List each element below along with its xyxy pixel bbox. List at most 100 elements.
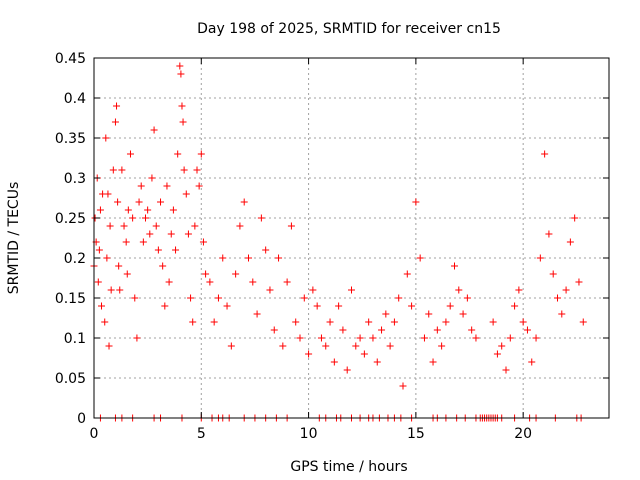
data-point	[105, 342, 113, 350]
data-point	[126, 150, 134, 158]
data-point	[541, 150, 549, 158]
data-point	[98, 302, 106, 310]
data-point	[206, 278, 214, 286]
data-point	[369, 334, 377, 342]
data-point	[558, 310, 566, 318]
data-point	[536, 254, 544, 262]
data-point	[129, 214, 137, 222]
y-tick-label: 0.25	[55, 211, 86, 227]
x-tick-label: 15	[407, 426, 425, 442]
data-point	[322, 342, 330, 350]
data-point	[313, 302, 321, 310]
x-tick-label: 10	[300, 426, 318, 442]
data-point	[283, 278, 291, 286]
data-point	[335, 302, 343, 310]
plot-frame	[93, 57, 610, 419]
data-point	[575, 278, 583, 286]
data-point	[114, 198, 122, 206]
grid-lines	[94, 58, 609, 418]
data-point	[498, 342, 506, 350]
y-tick-label: 0.2	[64, 251, 86, 267]
data-point	[339, 326, 347, 334]
data-point	[468, 326, 476, 334]
data-point	[177, 70, 185, 78]
data-point	[459, 310, 467, 318]
data-point	[115, 262, 123, 270]
data-point	[223, 302, 231, 310]
data-point	[493, 350, 501, 358]
data-point	[111, 118, 119, 126]
x-tick-label: 5	[197, 426, 206, 442]
data-point	[472, 334, 480, 342]
data-point	[101, 318, 109, 326]
data-point	[109, 166, 117, 174]
data-point	[390, 318, 398, 326]
data-point	[227, 342, 235, 350]
data-point	[214, 294, 222, 302]
data-point	[420, 334, 428, 342]
data-point	[187, 294, 195, 302]
data-point	[429, 358, 437, 366]
data-point	[144, 206, 152, 214]
data-point	[245, 254, 252, 262]
data-point	[506, 334, 514, 342]
data-point	[96, 206, 104, 214]
data-point	[270, 326, 278, 334]
data-point	[102, 134, 110, 142]
data-point	[408, 302, 416, 310]
data-point	[356, 334, 364, 342]
data-point	[159, 262, 167, 270]
data-point	[174, 150, 182, 158]
data-point	[348, 286, 355, 294]
data-point	[446, 302, 454, 310]
y-axis-label: SRMTID / TECUs	[6, 182, 22, 295]
data-point	[545, 230, 553, 238]
data-point	[139, 238, 147, 246]
data-point	[489, 318, 497, 326]
data-point	[571, 214, 579, 222]
data-point	[562, 286, 570, 294]
data-point	[403, 270, 411, 278]
data-point	[326, 318, 334, 326]
data-points	[90, 62, 587, 390]
data-point	[191, 222, 199, 230]
y-tick-label: 0.1	[64, 331, 86, 347]
data-point	[116, 286, 124, 294]
data-point	[386, 342, 394, 350]
data-point	[352, 342, 360, 350]
data-point	[148, 174, 156, 182]
data-point	[425, 310, 433, 318]
data-point	[373, 358, 381, 366]
data-point	[122, 238, 130, 246]
data-point	[279, 342, 287, 350]
data-point	[566, 238, 574, 246]
data-point	[104, 190, 112, 198]
data-point	[118, 166, 126, 174]
data-point	[180, 166, 188, 174]
data-point	[532, 334, 540, 342]
data-point	[193, 166, 201, 174]
data-point	[176, 62, 184, 70]
data-point	[463, 294, 471, 302]
data-point	[438, 342, 446, 350]
data-point	[169, 206, 177, 214]
data-point	[305, 350, 313, 358]
data-point	[309, 286, 317, 294]
data-point	[178, 102, 186, 110]
data-point	[455, 286, 463, 294]
data-point	[378, 326, 386, 334]
data-point	[287, 222, 295, 230]
y-tick-label: 0	[77, 411, 86, 427]
axes	[93, 57, 610, 419]
data-point	[360, 350, 368, 358]
data-point	[275, 254, 283, 262]
y-tick-label: 0.3	[64, 171, 86, 187]
data-point	[343, 366, 351, 374]
data-point	[219, 254, 227, 262]
data-point	[416, 254, 424, 262]
data-point	[113, 102, 121, 110]
data-point	[511, 302, 519, 310]
data-point	[395, 294, 403, 302]
y-tick-label: 0.45	[55, 51, 86, 67]
y-tick-label: 0.4	[64, 91, 86, 107]
